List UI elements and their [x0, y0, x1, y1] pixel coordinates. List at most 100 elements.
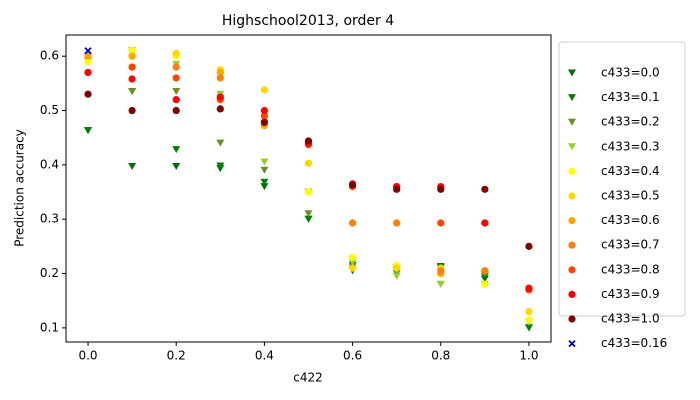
data-point	[84, 127, 93, 135]
chart-title: Highschool2013, order 4	[222, 13, 394, 29]
y-tick-label: 0.2	[40, 266, 59, 280]
data-point	[481, 267, 489, 275]
data-point	[304, 137, 313, 145]
data-point	[304, 210, 313, 218]
data-point	[525, 284, 533, 292]
legend-label: c433=0.1	[601, 90, 660, 104]
x-axis-label: c422	[293, 371, 323, 385]
data-point	[128, 75, 136, 83]
x-tick-label: 0.6	[343, 349, 362, 363]
data-point	[172, 63, 180, 71]
data-point	[128, 47, 136, 55]
data-point	[172, 146, 181, 154]
data-point	[260, 118, 269, 127]
legend-label: c433=0.5	[601, 189, 660, 203]
data-point	[260, 106, 269, 115]
legend-label: c433=0.9	[601, 287, 660, 301]
legend-label: c433=0.7	[601, 238, 660, 252]
data-point	[481, 280, 489, 289]
y-tick-label: 0.1	[40, 320, 59, 334]
data-point	[216, 74, 224, 82]
data-point	[172, 88, 181, 96]
data-point	[172, 49, 180, 58]
y-tick-label: 0.4	[40, 157, 59, 171]
legend-label: c433=0.16	[601, 336, 667, 350]
data-point	[436, 280, 445, 288]
data-point	[216, 139, 225, 147]
data-point	[128, 162, 137, 170]
legend-marker	[568, 94, 576, 102]
data-point	[348, 219, 357, 227]
x-tick-label: 0.4	[255, 349, 274, 363]
legend-marker	[568, 143, 576, 151]
data-point	[172, 96, 180, 104]
legend-label: c433=0.6	[601, 213, 660, 227]
data-point	[393, 264, 401, 272]
legend-label: c433=0.0	[601, 66, 660, 80]
data-point	[481, 219, 489, 227]
data-point	[260, 158, 269, 166]
y-axis-label: Prediction accuracy	[13, 129, 27, 247]
y-tick-label: 0.5	[40, 103, 59, 117]
data-point	[172, 74, 180, 82]
legend-marker	[568, 241, 576, 249]
data-point	[84, 68, 92, 77]
legend-marker	[568, 167, 576, 175]
legend-label: c433=0.2	[601, 115, 660, 129]
legend-label: c433=0.4	[601, 164, 660, 178]
data-point	[304, 159, 313, 167]
data-point	[84, 90, 92, 98]
x-tick-label: 0.0	[78, 349, 97, 363]
data-point	[260, 112, 269, 120]
y-tick-label: 0.3	[40, 212, 59, 226]
data-point	[172, 106, 180, 115]
data-point	[348, 264, 357, 272]
data-point	[172, 162, 181, 170]
x-tick-label: 1.0	[519, 349, 538, 363]
data-point	[216, 93, 224, 101]
legend-label: c433=0.3	[601, 139, 660, 153]
legend-marker	[568, 339, 576, 348]
data-point	[481, 185, 489, 193]
data-point	[348, 253, 357, 261]
legend-marker	[568, 315, 576, 323]
data-point	[216, 162, 225, 170]
data-point	[348, 259, 357, 267]
data-point	[84, 52, 92, 60]
legend-marker	[568, 266, 576, 274]
data-point	[84, 58, 92, 66]
data-point	[216, 68, 224, 77]
data-point	[437, 267, 445, 275]
data-point	[437, 185, 445, 193]
legend-marker	[568, 118, 576, 126]
data-point	[128, 88, 137, 96]
legend-label: c433=0.8	[601, 262, 660, 276]
x-tick-label: 0.8	[431, 349, 450, 363]
data-point	[525, 316, 533, 324]
legend-box	[558, 41, 686, 317]
data-point	[393, 219, 401, 227]
data-point	[524, 324, 533, 332]
data-point	[128, 52, 136, 60]
x-tick-label: 0.2	[167, 349, 186, 363]
legend-marker	[568, 69, 576, 77]
data-point	[128, 106, 136, 115]
data-point	[392, 272, 401, 280]
legend-marker	[568, 192, 576, 200]
data-point	[348, 181, 357, 189]
data-point	[393, 185, 401, 193]
data-point	[260, 166, 269, 174]
data-point	[525, 242, 533, 250]
data-point	[216, 105, 224, 113]
data-point	[304, 215, 313, 223]
data-point	[437, 219, 445, 227]
plot-frame	[65, 34, 552, 343]
data-point	[128, 63, 136, 71]
data-point	[84, 47, 92, 55]
data-point	[260, 178, 269, 186]
data-point	[260, 183, 269, 191]
legend-marker	[568, 290, 576, 298]
data-point	[260, 86, 269, 94]
y-tick-label: 0.6	[40, 49, 59, 63]
